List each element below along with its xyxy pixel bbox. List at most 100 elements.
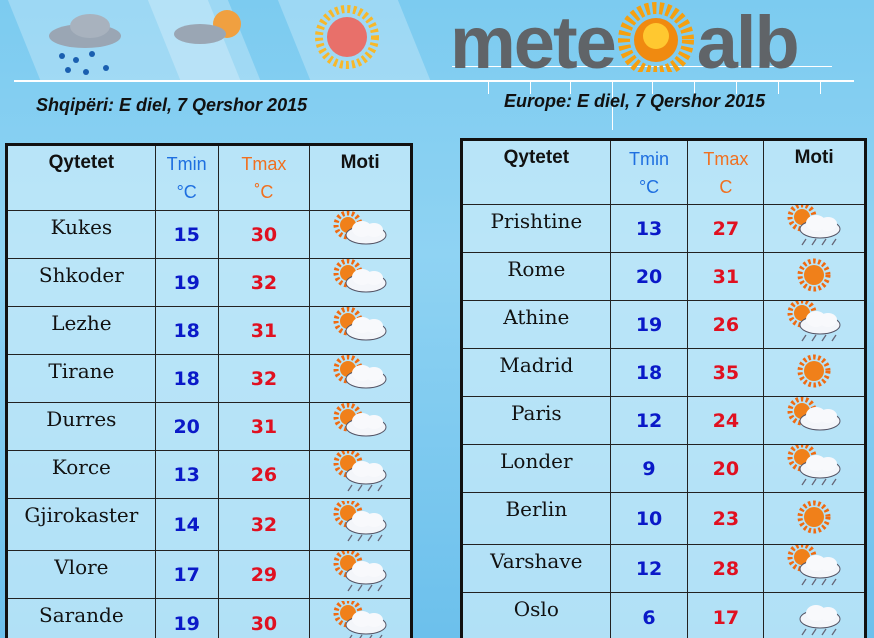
- tmin-value: 18: [154, 354, 219, 403]
- table-row: Prishtine 13 27: [461, 202, 866, 253]
- tmin-value: 6: [609, 592, 689, 638]
- tmax-value: 30: [217, 210, 311, 259]
- table-row: Vlore 17 29: [6, 548, 412, 599]
- weather-cell: [309, 548, 412, 599]
- header-tmax: Tmax ˚C: [217, 144, 311, 211]
- tmin-value: 9: [609, 444, 689, 493]
- tmax-value: 27: [687, 204, 765, 253]
- weather-cell: [763, 442, 866, 493]
- tmax-value: 26: [687, 300, 765, 349]
- cloud-rain-icon: [799, 604, 841, 635]
- table-row: Kukes 15 30: [6, 210, 412, 259]
- weather-cell: [763, 542, 866, 593]
- partly-cloudy-icon: [333, 354, 387, 389]
- table-row: Paris 12 24: [461, 396, 866, 445]
- tmax-value: 20: [687, 444, 765, 493]
- tmin-unit: °C: [638, 177, 660, 197]
- sunny-icon: [797, 500, 831, 534]
- tmax-value: 31: [217, 306, 311, 355]
- sun-icon: [315, 5, 379, 69]
- sun-cloud-rain-icon: [787, 202, 841, 246]
- city-name: Madrid: [461, 348, 611, 397]
- tmax-value: 30: [217, 598, 311, 638]
- city-name: Lezhe: [6, 306, 156, 355]
- meteoalb-logo: mete alb: [450, 1, 800, 84]
- weather-cell: [309, 210, 412, 259]
- table-row: Tirane 18 32: [6, 354, 412, 403]
- table-row: Berlin 10 23: [461, 492, 866, 545]
- tmax-label: Tmax: [241, 154, 287, 174]
- table-row: Oslo 6 17: [461, 592, 866, 638]
- tmax-value: 31: [687, 252, 765, 301]
- europe-date: Europe: E diel, 7 Qershor 2015: [504, 91, 766, 111]
- header-tmin: Tmin °C: [154, 144, 219, 211]
- city-name: Oslo: [461, 592, 611, 638]
- albania-date: Shqipëri: E diel, 7 Qershor 2015: [36, 95, 308, 115]
- city-name: Vlore: [6, 550, 156, 599]
- partly-cloudy-icon: [333, 210, 387, 245]
- tmax-value: 26: [217, 450, 311, 499]
- weather-cell: [763, 298, 866, 349]
- tmin-value: 19: [609, 300, 689, 349]
- weather-cell: [309, 402, 412, 451]
- city-name: Rome: [461, 252, 611, 301]
- weather-cell: [763, 252, 866, 301]
- weather-cell: [763, 492, 866, 545]
- table-row: Lezhe 18 31: [6, 306, 412, 355]
- tmin-value: 19: [154, 598, 219, 638]
- weather-cell: [309, 498, 412, 551]
- rain-cloud-icon: [49, 14, 121, 75]
- europe-weather-table: Qytetet Tmin °C Tmax C Moti Prishtine 13 2…: [460, 138, 867, 638]
- tmin-value: 13: [154, 450, 219, 499]
- tmax-unit: C: [719, 177, 733, 197]
- header-row: Qytetet Tmin °C Tmax C Moti: [461, 139, 866, 205]
- city-name: Kukes: [6, 210, 156, 259]
- weather-cell: [763, 592, 866, 638]
- tmin-value: 18: [154, 306, 219, 355]
- table-row: Rome 20 31: [461, 252, 866, 301]
- tmax-value: 23: [687, 492, 765, 545]
- weather-cell: [763, 396, 866, 445]
- city-name: Athine: [461, 300, 611, 349]
- city-name: Varshave: [461, 544, 611, 593]
- table-row: Varshave 12 28: [461, 542, 866, 593]
- weather-cell: [309, 354, 412, 403]
- sun-cloud-rain-icon: [333, 448, 387, 492]
- city-name: Sarande: [6, 598, 156, 638]
- sun-cloud-rain-icon: [333, 598, 387, 638]
- city-name: Durres: [6, 402, 156, 451]
- city-name: Londer: [461, 444, 611, 493]
- table-row: Sarande 19 30: [6, 598, 412, 638]
- logo-sun-icon: [617, 2, 694, 78]
- header-tmin: Tmin °C: [609, 139, 689, 205]
- weather-cell: [309, 258, 412, 307]
- albania-weather-table: Qytetet Tmin °C Tmax ˚C Moti Kukes 15 30 S…: [5, 143, 413, 638]
- table-row: Durres 20 31: [6, 402, 412, 451]
- tmin-value: 12: [609, 396, 689, 445]
- header-city: Qytetet: [6, 144, 156, 211]
- sun-cloud-rain-icon: [787, 298, 841, 342]
- table-row: Korce 13 26: [6, 448, 412, 499]
- tmax-value: 24: [687, 396, 765, 445]
- weather-cell: [763, 202, 866, 253]
- table-row: Athine 19 26: [461, 298, 866, 349]
- tmax-value: 32: [217, 498, 311, 551]
- tmin-label: Tmin: [166, 154, 207, 174]
- partly-cloudy-icon: [333, 306, 387, 341]
- header-weather: Moti: [309, 144, 412, 211]
- tmax-value: 35: [687, 348, 765, 397]
- weather-cell: [309, 598, 412, 638]
- tmin-value: 20: [154, 402, 219, 451]
- table-row: Shkoder 19 32: [6, 258, 412, 307]
- tmax-value: 31: [217, 402, 311, 451]
- tmin-value: 20: [609, 252, 689, 301]
- sunny-icon: [797, 354, 831, 388]
- sun-cloud-icon: [174, 10, 241, 44]
- sun-cloud-rain-icon: [333, 498, 387, 542]
- sun-cloud-rain-icon: [787, 542, 841, 586]
- tmin-value: 18: [609, 348, 689, 397]
- weather-cell: [309, 306, 412, 355]
- city-name: Tirane: [6, 354, 156, 403]
- tmax-value: 32: [217, 354, 311, 403]
